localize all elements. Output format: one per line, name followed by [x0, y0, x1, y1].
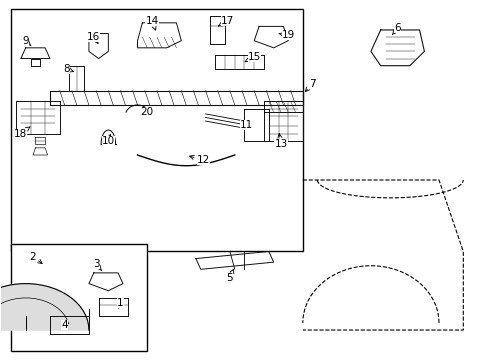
Text: 13: 13 — [274, 134, 287, 149]
Text: 15: 15 — [244, 52, 260, 62]
Text: 8: 8 — [63, 64, 73, 74]
Text: 17: 17 — [218, 16, 234, 26]
Text: 14: 14 — [145, 16, 159, 30]
Text: 16: 16 — [87, 32, 100, 44]
Text: 20: 20 — [141, 107, 154, 117]
Text: 7: 7 — [305, 78, 315, 91]
Text: 10: 10 — [102, 134, 115, 146]
Bar — [11, 9, 302, 251]
Text: 4: 4 — [61, 320, 68, 330]
Text: 9: 9 — [22, 36, 31, 46]
Text: 6: 6 — [392, 23, 400, 35]
Text: 19: 19 — [278, 30, 294, 40]
Text: 5: 5 — [226, 269, 233, 283]
Bar — [11, 244, 147, 351]
Text: 12: 12 — [189, 156, 209, 165]
Text: 3: 3 — [93, 259, 101, 270]
Text: 1: 1 — [117, 298, 123, 308]
Text: 11: 11 — [240, 120, 253, 130]
Polygon shape — [0, 284, 89, 330]
Text: 18: 18 — [14, 127, 30, 139]
Text: 2: 2 — [30, 252, 42, 264]
